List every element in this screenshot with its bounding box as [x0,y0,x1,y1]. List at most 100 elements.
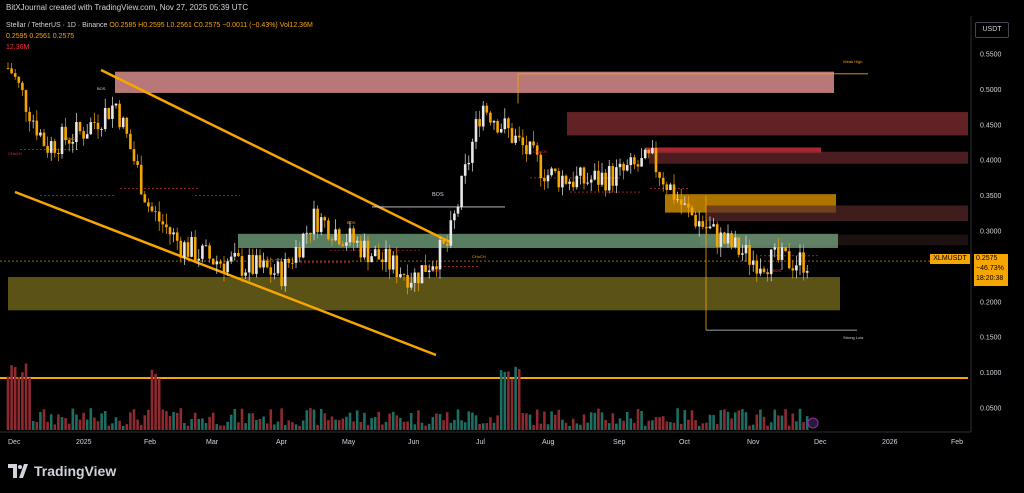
volume-bar [694,420,697,430]
candle-body [503,118,507,130]
volume-bar [258,418,262,430]
footer: TradingView [0,453,1024,493]
time-tick-label: May [342,439,356,446]
price-chart[interactable]: 0.5500 0.5000 0.4500 0.4000 0.3500 0.3000 0.25… [0,16,1024,453]
candle-body [550,168,553,176]
candle-body [175,232,179,241]
candle-body [125,117,129,134]
candle-body [733,237,737,248]
volume-bar [240,408,244,430]
volume-bar [517,369,521,430]
candle-body [514,135,517,143]
candle-body [229,256,233,262]
price-tick-label: 0.3000 [980,229,1002,236]
volume-bar [366,424,370,430]
volume-bar [323,413,327,430]
volume-bar [93,417,96,430]
volume-bar [413,424,417,430]
candle-body [607,166,611,191]
volume-bar [705,422,708,430]
candle-body [478,119,481,127]
volume-bar [478,423,481,430]
candle-body [71,142,75,144]
candle-body [57,152,60,154]
volume-bar [287,420,291,430]
candle-body [427,270,431,272]
candle-body [60,126,64,154]
volume-bar [780,415,784,430]
candle-body [186,242,190,257]
volume-bar [125,424,129,430]
volume-bar [24,363,28,430]
candle-body [118,103,121,128]
candle-body [730,233,733,248]
candle-body [579,167,582,176]
price-tick-label: 0.0500 [980,406,1002,413]
volume-bar [579,424,582,430]
candle-body [719,232,723,247]
candle-body [132,149,136,162]
volume-bar [204,423,208,430]
candle-body [190,236,193,257]
volume-bar [129,412,132,430]
volume-bar [507,371,510,430]
candle-body [492,120,496,123]
volume-bar [283,425,287,430]
volume-bar [741,409,744,430]
candle-body [571,181,575,188]
volume-bar [229,414,233,430]
candle-body [543,178,546,182]
candle-body [334,229,337,241]
candle-body [21,82,24,91]
candle-body [525,145,528,155]
candle-body [643,149,647,159]
volume-bar [759,409,762,430]
candle-body [449,220,453,246]
volume-bar [787,425,791,430]
zone-box [646,147,821,154]
volume-bar [435,413,438,430]
candle-body [366,240,370,263]
candle-body [460,175,463,207]
candle-body [93,122,96,123]
candle-body [546,175,550,182]
volume-bar [615,423,618,430]
volume-bar [107,425,111,430]
volume-bar [532,424,535,430]
volume-bar [676,408,679,430]
candle-body [24,90,28,112]
chart-annotation: CHoCH [64,136,78,141]
volume-bar [100,413,103,430]
candle-body [589,179,593,183]
volume-bar [118,420,121,430]
candle-body [345,242,348,246]
candle-body [67,140,71,144]
candle-body [193,236,197,261]
volume-bar [535,409,539,430]
zone-box [8,277,840,311]
currency-button[interactable]: USDT [975,22,1009,38]
volume-bar [719,410,723,430]
chart-annotation: BOS [773,268,782,273]
candle-body [748,245,751,265]
volume-bar [571,418,575,430]
candle-body [762,268,766,273]
candle-body [10,68,13,74]
volume-bar [701,423,705,430]
candle-body [708,226,712,229]
legend-volume: 12.36M [6,44,30,51]
candle-body [787,251,791,269]
candle-body [168,227,172,235]
candle-body [129,133,132,150]
candle-body [568,181,571,184]
candle-body [597,170,600,185]
volume-bar [265,423,269,430]
candle-body [420,265,424,284]
candle-body [247,254,251,273]
volume-bar [697,425,701,430]
volume-bar [341,418,345,430]
candle-body [255,255,258,274]
chart-annotation: BOS [347,220,356,225]
tradingview-logo[interactable]: TradingView [8,463,116,479]
volume-bar [543,411,546,430]
